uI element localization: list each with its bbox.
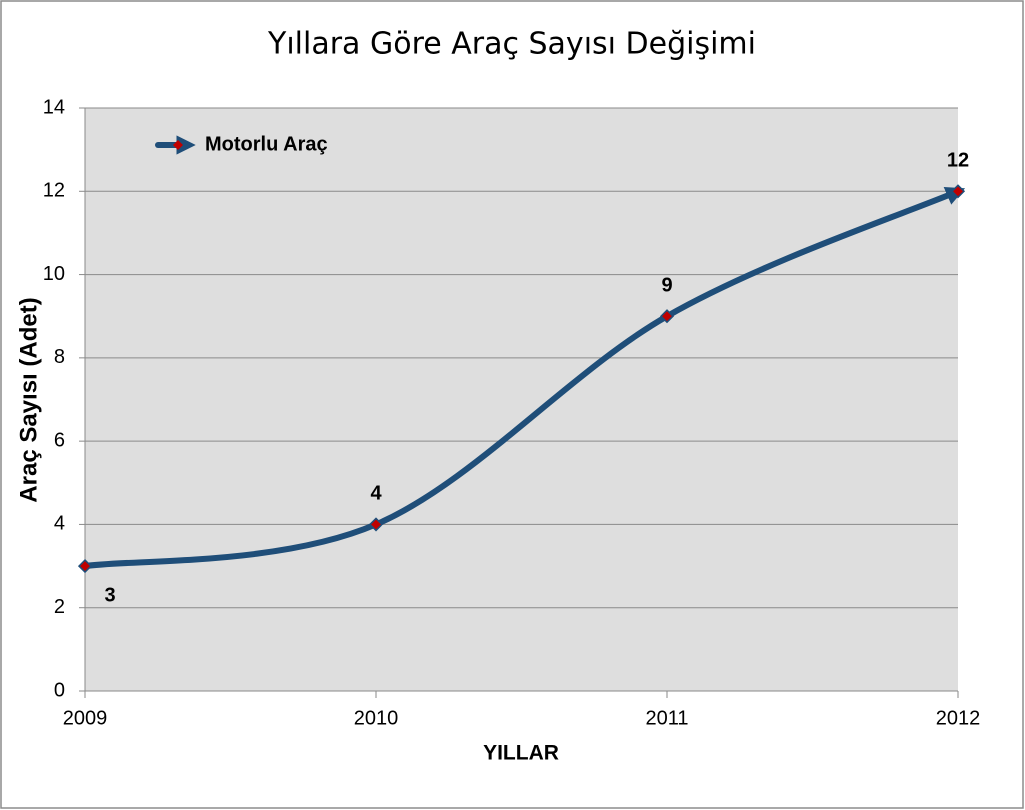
y-tick-label: 4: [54, 513, 65, 535]
marker: [950, 184, 966, 199]
y-tick-label: 0: [54, 679, 65, 701]
marker: [368, 517, 384, 532]
y-tick-label: 10: [43, 263, 65, 285]
plot-area: [85, 108, 958, 691]
y-axis-label: Araç Sayısı (Adet): [15, 297, 42, 502]
x-tick-label: 2012: [936, 707, 981, 729]
data-label: 12: [947, 150, 969, 172]
marker: [659, 309, 675, 324]
y-tick-label: 8: [54, 346, 65, 368]
y-tick-label: 2: [54, 596, 65, 618]
y-tick-label: 6: [54, 429, 65, 451]
legend-label: Motorlu Araç: [205, 133, 328, 155]
x-tick-label: 2009: [63, 707, 108, 729]
line: [82, 187, 966, 570]
y-tick-label: 12: [43, 180, 65, 202]
marker: [77, 559, 93, 574]
x-tick-label: 2011: [645, 707, 688, 729]
x-axis-label: YILLAR: [483, 742, 559, 765]
x-tick-label: 2010: [354, 707, 399, 729]
chart-title: Yıllara Göre Araç Sayısı Değişimi: [267, 27, 756, 62]
data-label: 9: [661, 274, 672, 296]
data-label: 3: [104, 584, 115, 606]
data-label: 4: [370, 483, 382, 505]
legend-marker: [173, 140, 183, 150]
y-tick-label: 14: [43, 96, 65, 118]
